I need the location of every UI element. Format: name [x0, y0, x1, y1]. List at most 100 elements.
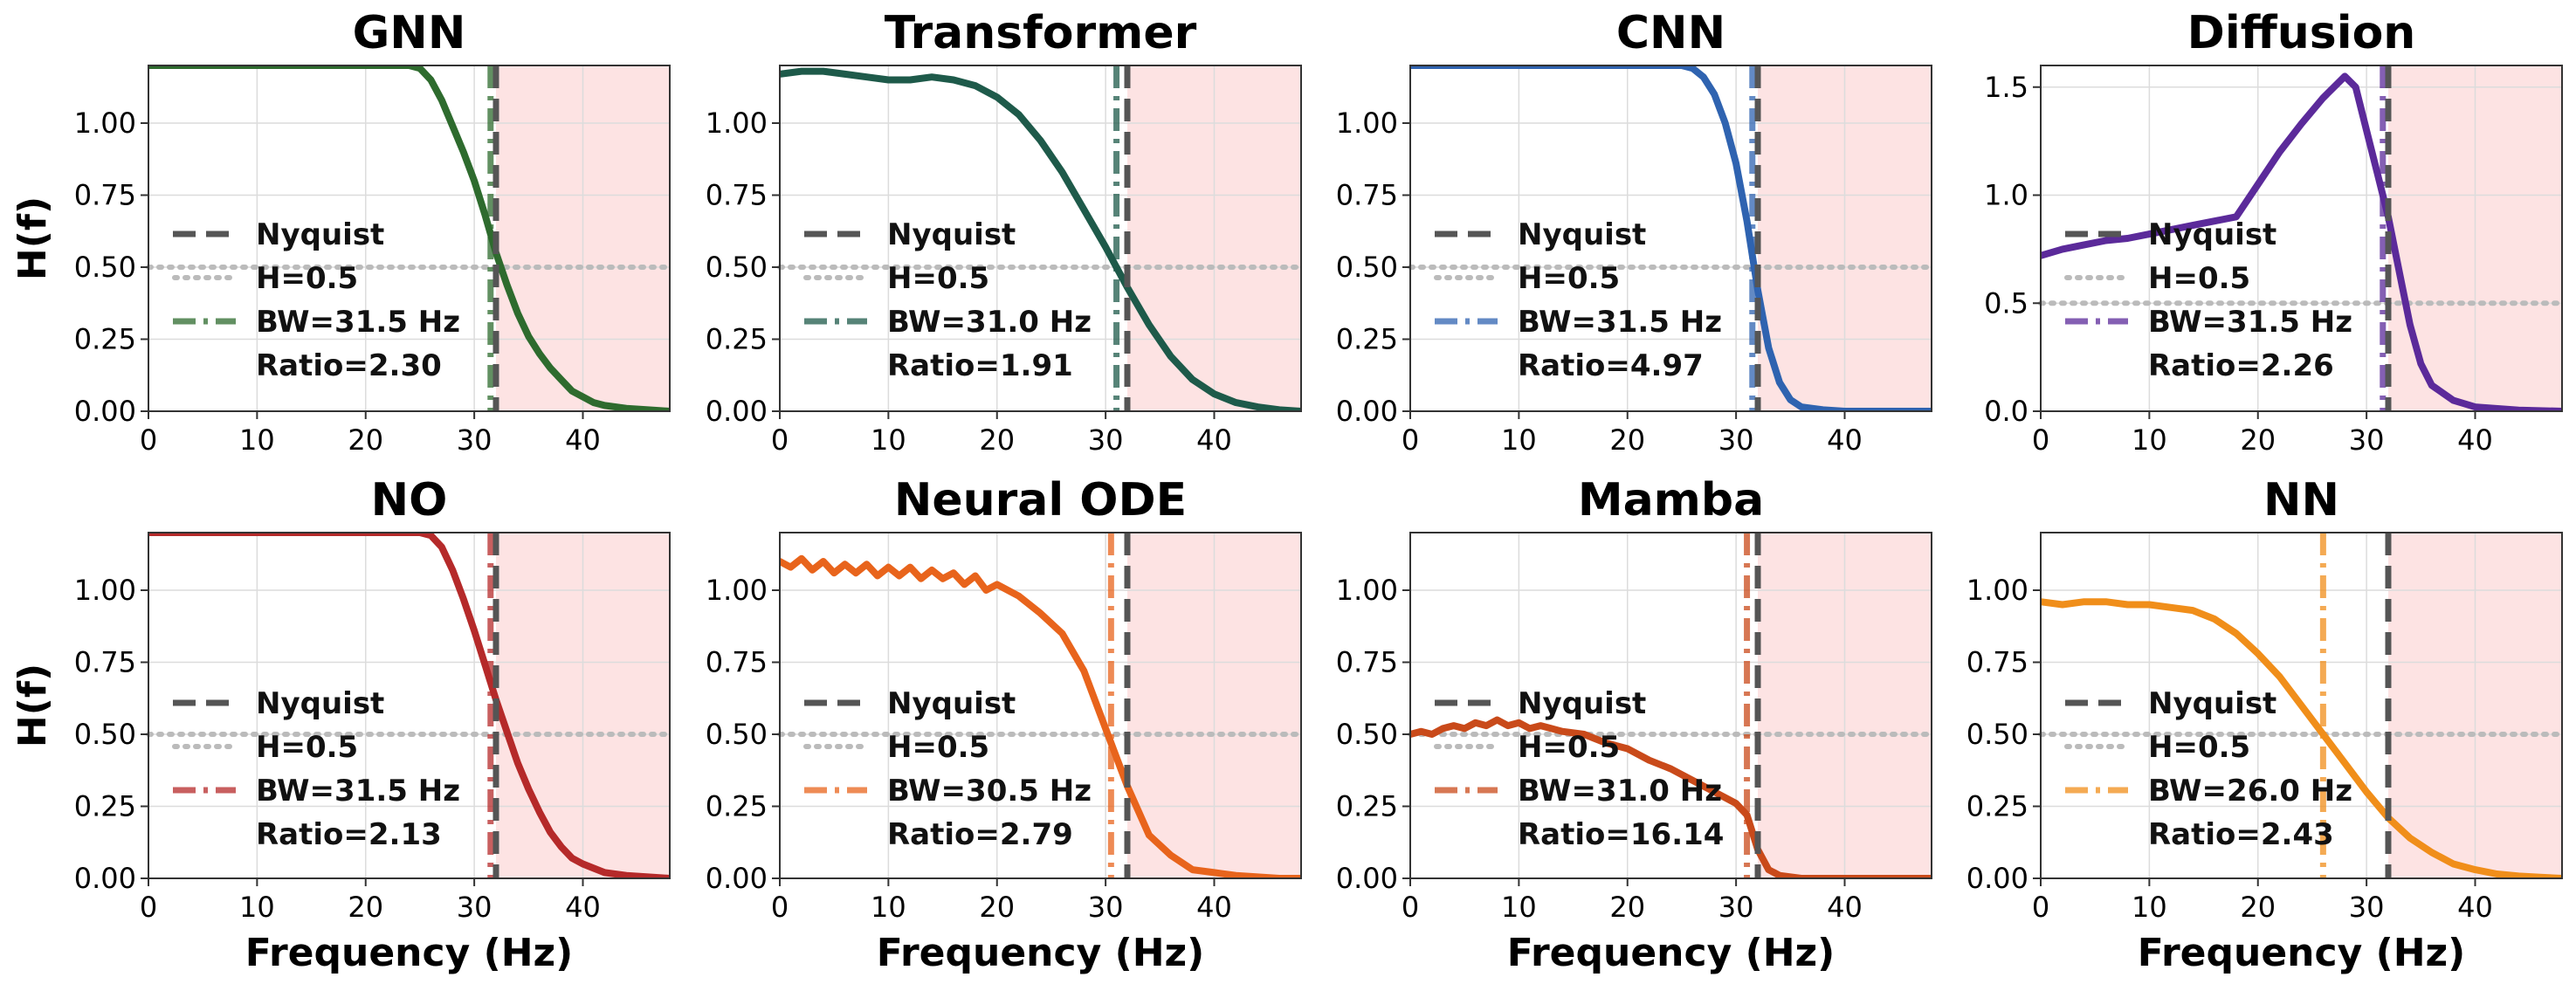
x-tick-label: 10	[2132, 891, 2167, 924]
legend-bandwidth-label: BW=31.0 Hz	[1518, 774, 1722, 809]
legend-bandwidth-label: BW=31.5 Hz	[1518, 305, 1722, 340]
legend-nyquist-label: Nyquist	[1518, 686, 1646, 721]
response-curve	[1410, 716, 1932, 878]
subplot-neural-ode: 0 10 20 30 40 0.00 0.25 0.50 0.75 1.00 Neural ODE N…	[706, 474, 1304, 975]
axes-frame	[1409, 65, 1932, 412]
x-tick-label: 0	[771, 891, 789, 924]
y-tick-label: 0.50	[74, 718, 136, 751]
x-axis-label: Frequency (Hz)	[2138, 931, 2466, 975]
x-tick-label: 30	[1718, 891, 1754, 924]
y-tick-label: 0.75	[1336, 179, 1398, 212]
legend-half-label: H=0.5	[1518, 730, 1620, 765]
legend-bandwidth-label: BW=31.5 Hz	[2148, 305, 2352, 340]
y-tick-label: 0.00	[1336, 395, 1398, 428]
x-tick-label: 20	[348, 423, 383, 457]
x-tick-label: 20	[348, 891, 383, 924]
legend-bandwidth-label: BW=31.5 Hz	[256, 305, 460, 340]
legend-ratio-label: Ratio=2.30	[256, 348, 442, 383]
x-tick-label: 0	[140, 891, 157, 924]
y-tick-label: 0.5	[1984, 286, 2028, 320]
subplot-title: Transformer	[885, 7, 1197, 59]
subplot-no: 0 10 20 30 40 0.00 0.25 0.50 0.75 1.00 NO Nyquist H=…	[10, 474, 672, 975]
x-tick-label: 0	[1402, 891, 1419, 924]
x-tick-label: 0	[140, 423, 157, 457]
y-tick-label: 0.75	[706, 179, 768, 212]
x-tick-label: 0	[1402, 423, 1419, 457]
subplot-transformer: 0 10 20 30 40 0.00 0.25 0.50 0.75 1.00 Transformer…	[706, 7, 1304, 457]
x-tick-label: 40	[2457, 891, 2493, 924]
x-tick-label: 20	[2240, 891, 2276, 924]
legend-ratio-label: Ratio=4.97	[1518, 348, 1704, 383]
x-tick-label: 30	[1088, 891, 1124, 924]
x-tick-label: 20	[1609, 891, 1645, 924]
y-tick-label: 0.0	[1984, 395, 2028, 428]
x-tick-label: 10	[2132, 423, 2167, 457]
legend-ratio-label: Ratio=2.13	[256, 817, 442, 852]
response-curve	[780, 554, 1301, 878]
subplot-title: CNN	[1616, 7, 1725, 59]
y-tick-label: 1.5	[1984, 71, 2028, 104]
y-tick-label: 0.50	[1336, 718, 1398, 751]
legend-nyquist-label: Nyquist	[887, 686, 1016, 721]
axes-frame	[148, 65, 671, 412]
x-tick-label: 40	[1196, 423, 1232, 457]
legend-nyquist-label: Nyquist	[256, 686, 384, 721]
axes-frame	[2040, 532, 2563, 879]
y-tick-label: 0.25	[706, 323, 768, 356]
y-tick-label: 0.00	[706, 862, 768, 895]
y-tick-label: 0.75	[74, 646, 136, 679]
x-tick-label: 40	[565, 423, 601, 457]
x-tick-label: 40	[1827, 891, 1863, 924]
x-tick-label: 40	[2457, 423, 2493, 457]
legend-ratio-label: Ratio=2.43	[2148, 817, 2334, 852]
y-tick-label: 0.50	[706, 251, 768, 284]
subplot-diffusion: 0 10 20 30 40 0.0 0.5 1.0 1.5 Diffusion Nyquist H=0…	[1984, 7, 2565, 457]
y-tick-label: 0.00	[74, 395, 136, 428]
y-tick-label: 0.75	[706, 646, 768, 679]
y-tick-label: 0.50	[1336, 251, 1398, 284]
x-tick-label: 10	[1501, 423, 1537, 457]
legend-half-label: H=0.5	[2148, 730, 2250, 765]
response-curve	[1410, 65, 1932, 411]
x-axis-label: Frequency (Hz)	[245, 931, 574, 975]
y-tick-label: 1.0	[1984, 179, 2028, 212]
legend-bandwidth-label: BW=31.0 Hz	[887, 305, 1092, 340]
y-tick-label: 1.00	[74, 107, 136, 140]
x-tick-label: 10	[239, 423, 275, 457]
x-tick-label: 10	[871, 423, 906, 457]
subplot-title: Mamba	[1578, 474, 1764, 526]
axes-frame	[2040, 65, 2563, 412]
legend-ratio-label: Ratio=1.91	[887, 348, 1073, 383]
y-tick-label: 0.00	[1336, 862, 1398, 895]
x-axis-label: Frequency (Hz)	[1507, 931, 1836, 975]
y-tick-label: 0.50	[706, 718, 768, 751]
legend-nyquist-label: Nyquist	[2148, 217, 2276, 252]
x-tick-label: 0	[2032, 423, 2049, 457]
legend-ratio-label: Ratio=2.79	[887, 817, 1073, 852]
subplot-gnn: 0 10 20 30 40 0.00 0.25 0.50 0.75 1.00 GNN Nyquist H…	[10, 7, 672, 457]
legend-half-label: H=0.5	[887, 730, 989, 765]
legend-half-label: H=0.5	[2148, 261, 2250, 296]
y-tick-label: 1.00	[706, 107, 768, 140]
y-tick-label: 0.25	[1336, 323, 1398, 356]
y-axis-label: H(f)	[10, 196, 55, 280]
subplot-title: Diffusion	[2187, 7, 2416, 59]
subplot-cnn: 0 10 20 30 40 0.00 0.25 0.50 0.75 1.00 CNN Nyquist H…	[1336, 7, 1934, 457]
y-tick-label: 0.25	[74, 790, 136, 823]
y-tick-label: 0.75	[1966, 646, 2028, 679]
x-tick-label: 0	[2032, 891, 2049, 924]
axes-frame	[779, 65, 1302, 412]
subplot-title: Neural ODE	[894, 474, 1187, 526]
legend-nyquist-label: Nyquist	[2148, 686, 2276, 721]
x-tick-label: 40	[1827, 423, 1863, 457]
y-tick-label: 0.75	[74, 179, 136, 212]
y-tick-label: 1.00	[1336, 107, 1398, 140]
legend-bandwidth-label: BW=26.0 Hz	[2148, 774, 2352, 809]
response-curve	[2041, 598, 2562, 878]
y-tick-label: 0.00	[706, 395, 768, 428]
legend-nyquist-label: Nyquist	[1518, 217, 1646, 252]
y-tick-label: 0.50	[74, 251, 136, 284]
x-tick-label: 30	[1718, 423, 1754, 457]
legend-half-label: H=0.5	[1518, 261, 1620, 296]
